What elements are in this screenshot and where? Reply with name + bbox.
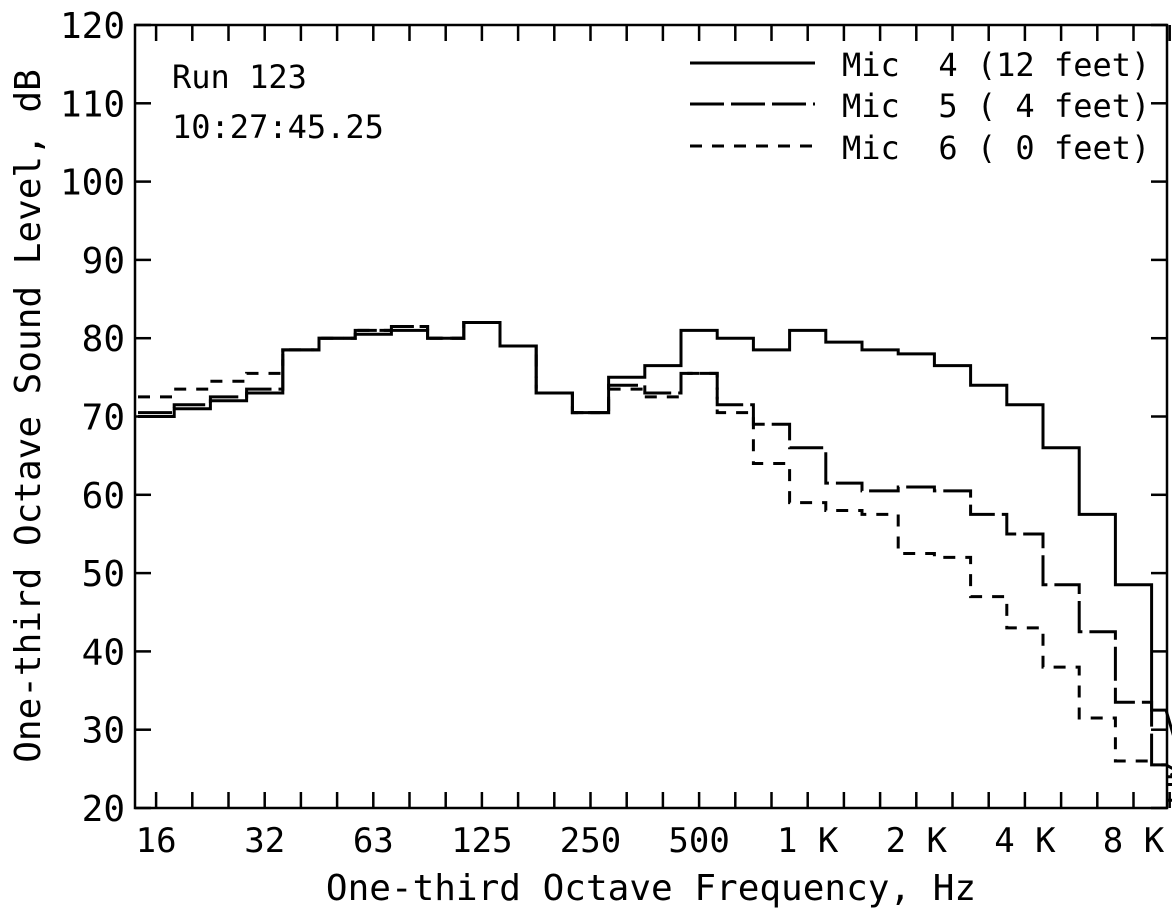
run-label: Run 123 [172, 58, 307, 96]
x-tick-label: 500 [668, 821, 729, 861]
x-axis-ticks: 16 32 63 125 250 500 1 K 2 K 4 K 8 K [136, 25, 1171, 861]
x-tick-label: 2 K [886, 821, 948, 861]
legend-label-mic4: Mic 4 (12 feet) [842, 46, 1150, 84]
y-tick-label: 80 [82, 319, 125, 360]
y-tick-label: 60 [82, 476, 125, 517]
y-tick-label: 70 [82, 398, 125, 439]
x-tick-label: 1 K [777, 821, 839, 861]
series-lines [138, 321, 1172, 802]
y-axis-ticks: 20 30 40 50 60 70 80 90 100 110 120 [60, 6, 1167, 830]
x-tick-label: 16 [136, 821, 177, 861]
x-tick-label: 63 [353, 821, 394, 861]
x-tick-label: 8 K [1103, 821, 1165, 861]
y-tick-label: 30 [82, 711, 125, 752]
x-tick-label: 125 [451, 821, 512, 861]
run-timestamp: 10:27:45.25 [172, 108, 384, 146]
series-line-mic6 [138, 321, 1172, 802]
y-tick-label: 40 [82, 632, 125, 673]
legend-label-mic6: Mic 6 ( 0 feet) [842, 129, 1150, 167]
series-line-mic5 [138, 321, 1172, 779]
x-tick-label: 4 K [994, 821, 1056, 861]
x-tick-label: 32 [244, 821, 285, 861]
y-tick-label: 100 [60, 163, 125, 204]
legend: Mic 4 (12 feet) Mic 5 ( 4 feet) Mic 6 ( … [690, 46, 1150, 167]
legend-label-mic5: Mic 5 ( 4 feet) [842, 87, 1150, 125]
x-axis-label: One-third Octave Frequency, Hz [326, 868, 976, 909]
y-tick-label: 110 [60, 84, 125, 125]
y-axis-label: One-third Octave Sound Level, dB [8, 69, 49, 763]
y-tick-label: 90 [82, 241, 125, 282]
y-tick-label: 50 [82, 554, 125, 595]
y-tick-label: 20 [82, 789, 125, 830]
y-tick-label: 120 [60, 6, 125, 47]
x-tick-label: 250 [560, 821, 621, 861]
